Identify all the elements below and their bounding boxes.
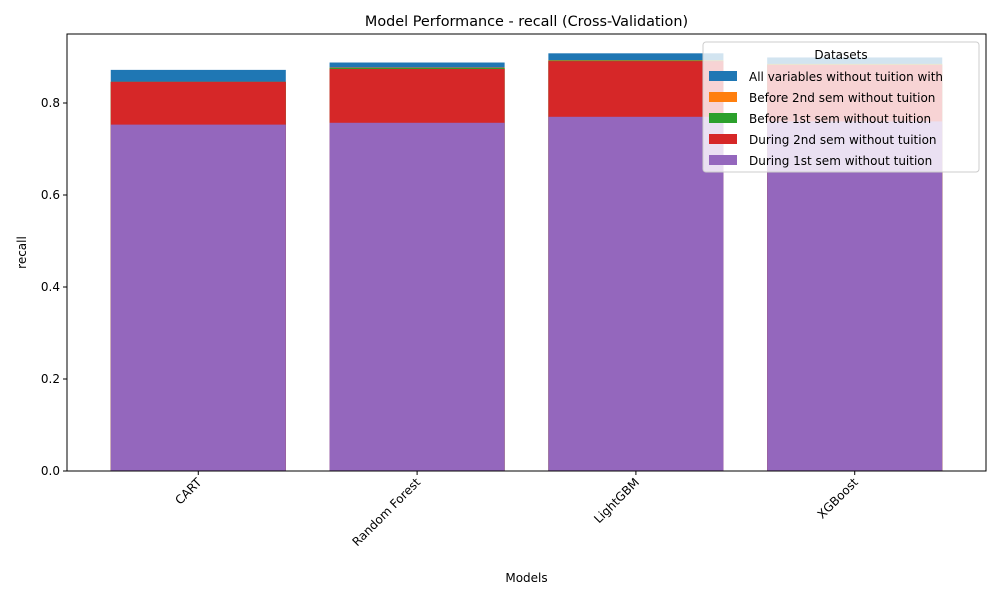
bar-s4-2 (548, 116, 724, 472)
x-tick-label: CART (172, 475, 205, 508)
legend: Datasets All variables without tuition wi… (702, 41, 980, 173)
y-tick-label: 0.0 (41, 464, 60, 478)
plot-frame (66, 33, 987, 472)
x-tick-label: XGBoost (815, 475, 861, 521)
y-axis: 0.0 0.2 0.4 0.6 0.8 (41, 96, 67, 478)
x-axis-label: Models (505, 571, 547, 585)
legend-entry: During 2nd sem without tuition (749, 133, 937, 147)
legend-swatch (709, 92, 737, 102)
x-tick-label: Random Forest (349, 475, 423, 549)
legend-entry: During 1st sem without tuition (749, 154, 932, 168)
legend-entry: Before 1st sem without tuition (749, 112, 931, 126)
y-tick-label: 0.8 (41, 96, 60, 110)
legend-entry: Before 2nd sem without tuition (749, 91, 935, 105)
bar-s4-3 (767, 121, 943, 472)
y-tick-label: 0.2 (41, 372, 60, 386)
legend-title: Datasets (814, 48, 867, 62)
legend-swatch (709, 134, 737, 144)
y-axis-label: recall (15, 236, 29, 269)
legend-box (702, 41, 980, 173)
bar-s4-1 (329, 122, 505, 471)
y-tick-label: 0.6 (41, 188, 60, 202)
legend-swatch (709, 71, 737, 81)
legend-swatch (709, 113, 737, 123)
legend-entry: All variables without tuition with (749, 70, 943, 84)
y-tick-label: 0.4 (41, 280, 60, 294)
x-tick-label: LightGBM (591, 475, 642, 526)
chart-title: Model Performance - recall (Cross-Valida… (365, 14, 688, 30)
bar-s4-0 (110, 124, 286, 472)
x-axis: CART Random Forest LightGBM XGBoost (172, 471, 861, 549)
legend-swatch (709, 155, 737, 165)
